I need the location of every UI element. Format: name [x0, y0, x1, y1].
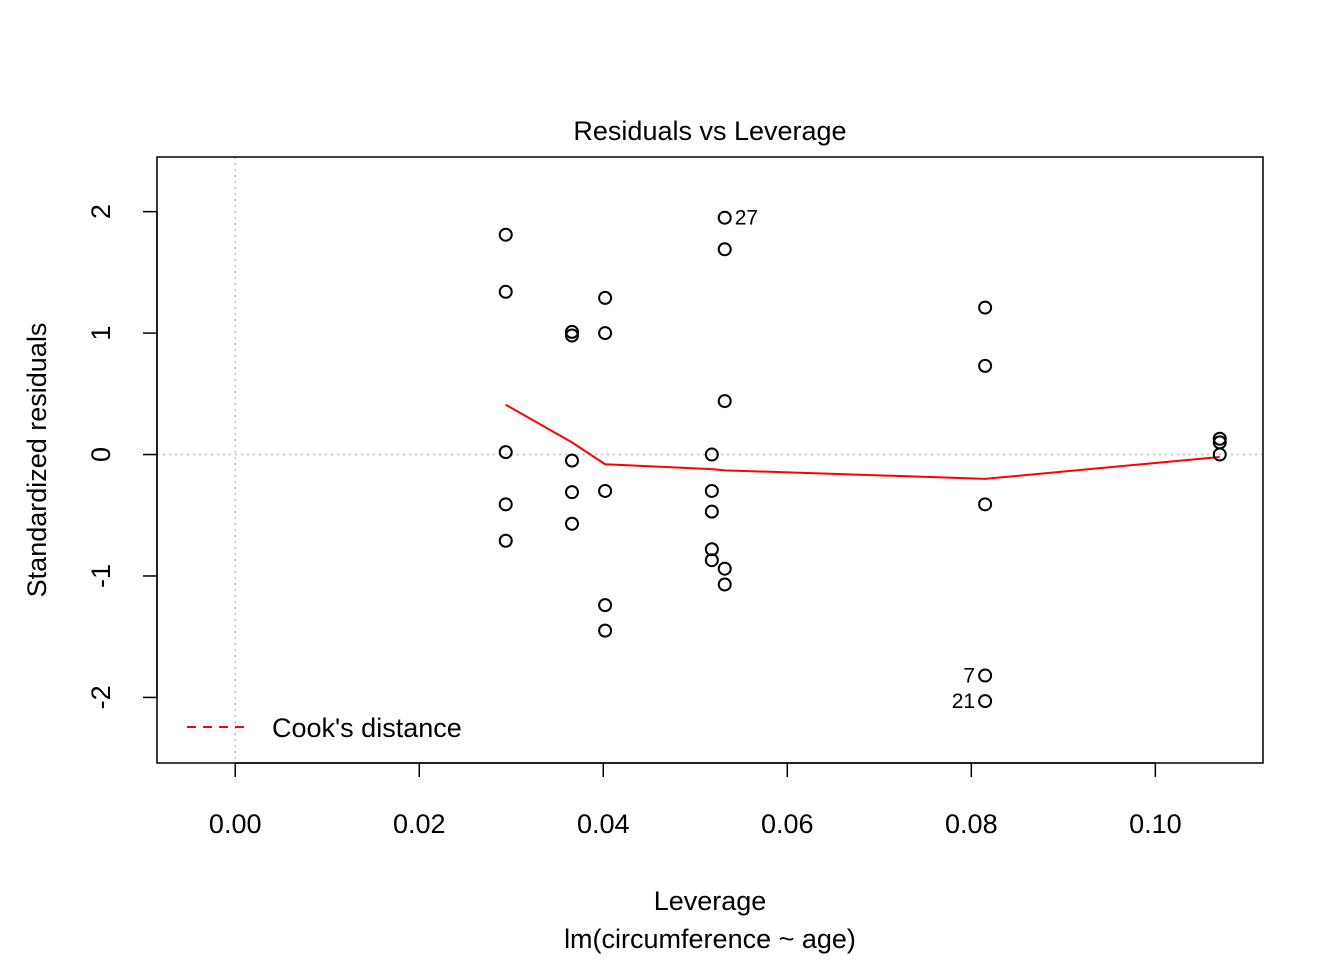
- data-point: [498, 284, 513, 299]
- x-tick-label: 0.00: [209, 809, 262, 839]
- data-point: [598, 290, 613, 305]
- data-point: [978, 668, 993, 683]
- x-tick-label: 0.10: [1129, 809, 1182, 839]
- y-tick-label: -2: [86, 685, 116, 709]
- data-point: [564, 485, 579, 500]
- point-label: 7: [963, 665, 975, 688]
- data-point: [498, 497, 513, 512]
- chart-title: Residuals vs Leverage: [573, 116, 846, 146]
- model-formula-subtitle: lm(circumference ~ age): [564, 924, 856, 954]
- data-point: [978, 300, 993, 315]
- data-point: [1212, 431, 1227, 446]
- data-point: [598, 623, 613, 638]
- data-point: [717, 210, 732, 225]
- data-point: [704, 483, 719, 498]
- y-tick-label: 1: [86, 326, 116, 341]
- x-tick-label: 0.06: [761, 809, 814, 839]
- data-point: [704, 504, 719, 519]
- x-tick-label: 0.02: [393, 809, 446, 839]
- data-point: [564, 453, 579, 468]
- data-point: [717, 394, 732, 409]
- data-point: [717, 577, 732, 592]
- data-points: [498, 210, 1227, 709]
- smooth-line: [505, 403, 1220, 480]
- data-point: [598, 326, 613, 341]
- point-label: 27: [735, 207, 758, 230]
- point-label: 21: [952, 690, 975, 713]
- x-tick-label: 0.08: [945, 809, 998, 839]
- data-point: [1212, 447, 1227, 462]
- y-tick-label: -1: [86, 564, 116, 588]
- data-point: [598, 483, 613, 498]
- data-point: [498, 445, 513, 460]
- data-point: [498, 227, 513, 242]
- data-point: [564, 324, 579, 339]
- y-axis-label: Standardized residuals: [22, 323, 52, 598]
- y-tick-label: 2: [86, 204, 116, 219]
- data-point: [564, 516, 579, 531]
- x-tick-label: 0.04: [577, 809, 630, 839]
- point-labels: 27 721: [735, 207, 975, 713]
- x-axis: 0.00 0.02 0.04 0.06 0.08 0.10: [209, 762, 1182, 839]
- data-point: [978, 694, 993, 709]
- legend-label: Cook's distance: [272, 713, 462, 743]
- reference-lines: [157, 157, 1263, 763]
- data-point: [717, 561, 732, 576]
- y-axis: -2 -1 0 1 2: [86, 204, 158, 709]
- x-axis-label: Leverage: [654, 886, 767, 916]
- data-point: [498, 533, 513, 548]
- data-point: [717, 242, 732, 257]
- data-point: [564, 328, 579, 343]
- data-point: [704, 542, 719, 557]
- data-point: [978, 358, 993, 373]
- y-tick-label: 0: [86, 447, 116, 462]
- data-point: [704, 447, 719, 462]
- legend: Cook's distance: [187, 713, 462, 743]
- data-point: [704, 553, 719, 568]
- data-point: [598, 598, 613, 613]
- data-point: [978, 497, 993, 512]
